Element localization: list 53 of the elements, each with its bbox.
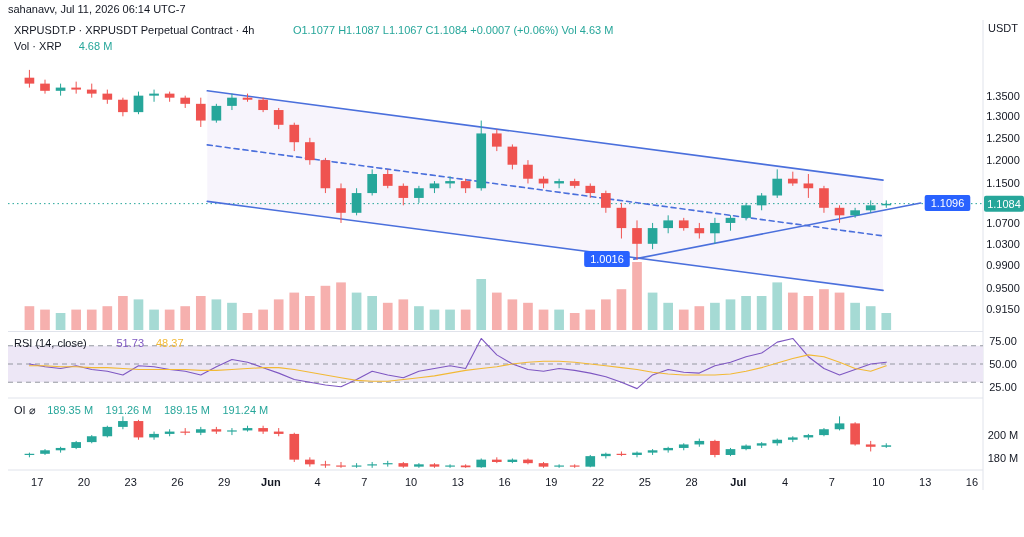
annotation: 189.15 M [164, 404, 210, 416]
x-tick-label: 13 [919, 476, 932, 488]
annotation: 191.24 M [222, 404, 269, 416]
annotation: 48.37 [156, 337, 184, 349]
chart-subtitle: O1.1077 H1.1087 L1.1067 C1.1084 +0.0007 (+0.06%) Vol 4.63 M [292, 24, 614, 36]
annotation: 51.73 [116, 337, 145, 349]
annotation: 1.0016 [590, 253, 624, 266]
chart-title: RSI (14, close) [14, 337, 87, 349]
x-tick-label: 22 [591, 476, 605, 488]
chart-title: XRPUSDT.P · XRPUSDT Perpetual Contract · 4h [14, 24, 255, 36]
y-tick-label: 0.9150 [986, 302, 1020, 315]
x-tick-label: 26 [171, 476, 184, 488]
x-tick-label: 10 [872, 476, 885, 488]
y-tick-label: 1.0300 [986, 237, 1020, 250]
x-tick-label: 17 [31, 476, 44, 488]
x-tick-label: 28 [685, 476, 698, 488]
x-tick-label: 25 [638, 476, 651, 488]
text: sahanavv, Jul 11, 2026 06:14 UTC-7 [8, 3, 186, 15]
x-tick-label: 7 [361, 476, 368, 488]
y-tick-label: 1.0700 [986, 216, 1020, 229]
x-tick-label: 4 [781, 476, 789, 488]
y-axis-title: USDT [988, 22, 1019, 34]
y-tick-label: 50.00 [989, 358, 1017, 370]
y-tick-label: 200 M [987, 429, 1019, 442]
chart-title: Vol · XRP [14, 40, 62, 52]
x-tick-label: 19 [545, 476, 558, 488]
y-tick-label: 1.1500 [986, 177, 1020, 190]
ref-line-label: 1.1084 [987, 197, 1021, 210]
x-tick-label: 13 [451, 476, 464, 488]
x-tick-label: 20 [77, 476, 91, 488]
y-tick-label: 0.9900 [986, 259, 1020, 272]
x-tick-label: 16 [498, 476, 511, 488]
y-tick-label: 180 M [987, 452, 1019, 465]
x-tick-label: 10 [404, 476, 418, 488]
y-tick-label: 1.3000 [986, 110, 1020, 123]
y-tick-label: 75.00 [989, 335, 1017, 348]
x-tick-label: Jul [730, 476, 747, 488]
x-tick-label: 29 [218, 476, 231, 488]
x-tick-label: 4 [314, 476, 321, 488]
y-tick-label: 0.9500 [986, 282, 1020, 295]
x-tick-label: 16 [965, 476, 979, 488]
annotation: 191.26 M [105, 404, 152, 416]
x-tick-label: 7 [828, 476, 835, 488]
chart-title: OI ⌀ [14, 404, 36, 416]
y-tick-label: 25.00 [989, 380, 1017, 393]
annotation: 1.1096 [930, 197, 965, 210]
y-tick-label: 1.2000 [986, 154, 1020, 167]
annotation: 4.68 M [78, 40, 113, 52]
y-tick-label: 1.3500 [986, 89, 1020, 102]
annotation: 189.35 M [47, 404, 94, 416]
y-tick-label: 1.2500 [986, 131, 1020, 144]
x-tick-label: 23 [124, 476, 137, 488]
x-tick-label: Jun [261, 476, 281, 488]
